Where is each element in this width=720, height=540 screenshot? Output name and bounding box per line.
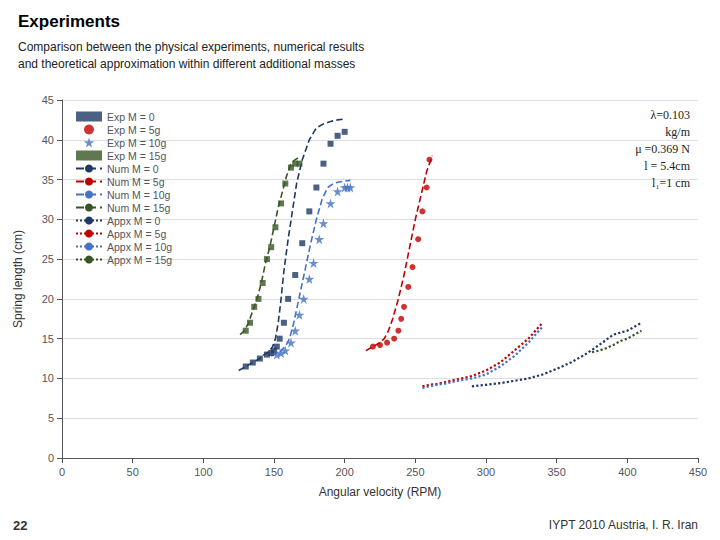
- svg-text:150: 150: [265, 466, 283, 478]
- svg-text:0: 0: [59, 466, 65, 478]
- svg-text:35: 35: [42, 174, 54, 186]
- svg-text:0: 0: [48, 452, 54, 464]
- svg-text:μ =0.369 N: μ =0.369 N: [635, 142, 690, 156]
- svg-text:Appx M = 0: Appx M = 0: [107, 215, 161, 227]
- svg-text:30: 30: [42, 213, 54, 225]
- svg-text:100: 100: [194, 466, 212, 478]
- svg-text:Exp M = 0: Exp M = 0: [107, 111, 155, 123]
- svg-text:40: 40: [42, 134, 54, 146]
- svg-text:300: 300: [477, 466, 495, 478]
- svg-text:l₁=1 cm: l₁=1 cm: [652, 176, 691, 190]
- svg-text:50: 50: [127, 466, 139, 478]
- svg-text:l = 5.4cm: l = 5.4cm: [644, 159, 690, 173]
- svg-text:kg/m: kg/m: [665, 125, 690, 139]
- svg-text:45: 45: [42, 94, 54, 106]
- svg-text:Experiments: Experiments: [18, 12, 120, 31]
- svg-text:Appx M = 15g: Appx M = 15g: [107, 254, 172, 266]
- svg-text:350: 350: [547, 466, 565, 478]
- svg-text:Angular velocity (RPM): Angular velocity (RPM): [319, 485, 442, 499]
- svg-text:and theoretical approximation: and theoretical approximation within dif…: [18, 57, 355, 71]
- svg-text:10: 10: [42, 372, 54, 384]
- svg-text:λ=0.103: λ=0.103: [650, 108, 690, 122]
- svg-text:15: 15: [42, 333, 54, 345]
- svg-text:Appx M = 5g: Appx M = 5g: [107, 228, 166, 240]
- svg-text:400: 400: [618, 466, 636, 478]
- svg-text:Comparison between the physica: Comparison between the physical experime…: [18, 40, 364, 54]
- svg-text:Exp M = 10g: Exp M = 10g: [107, 137, 166, 149]
- svg-text:Num M = 10g: Num M = 10g: [107, 189, 170, 201]
- svg-text:Num M = 0: Num M = 0: [107, 163, 159, 175]
- svg-text:22: 22: [13, 518, 27, 533]
- svg-text:IYPT 2010 Austria, I. R. Iran: IYPT 2010 Austria, I. R. Iran: [549, 518, 698, 532]
- svg-text:20: 20: [42, 293, 54, 305]
- svg-text:Appx M = 10g: Appx M = 10g: [107, 241, 172, 253]
- svg-text:5: 5: [48, 412, 54, 424]
- svg-text:Spring length (cm): Spring length (cm): [11, 230, 25, 328]
- svg-text:Num M = 5g: Num M = 5g: [107, 176, 165, 188]
- svg-text:200: 200: [335, 466, 353, 478]
- svg-text:Num M = 15g: Num M = 15g: [107, 202, 170, 214]
- svg-text:25: 25: [42, 253, 54, 265]
- svg-text:450: 450: [689, 466, 707, 478]
- svg-text:Exp M = 5g: Exp M = 5g: [107, 124, 161, 136]
- svg-text:250: 250: [406, 466, 424, 478]
- svg-text:Exp M = 15g: Exp M = 15g: [107, 150, 166, 162]
